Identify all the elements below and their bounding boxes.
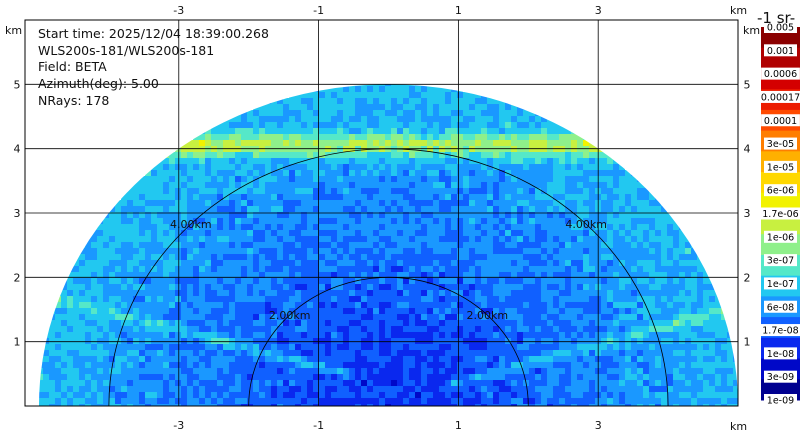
scan-data-field bbox=[38, 84, 738, 407]
y-unit-label-left: km bbox=[5, 24, 22, 37]
colorbar-label: 0.005 bbox=[767, 23, 794, 34]
plot-frame bbox=[24, 19, 739, 407]
colorbar-label-bg bbox=[764, 137, 797, 150]
x-tick-labels-bottom: -3 -1 1 3 bbox=[173, 419, 601, 432]
colorbar-label-bg bbox=[764, 277, 797, 290]
colorbar-label: 3e-09 bbox=[767, 372, 794, 383]
colorbar-label: 0.0001 bbox=[764, 116, 797, 127]
colorbar: 0.005 0.001 0.0006 0.00017 0.0001 3e-05 1e-05 6… bbox=[758, 21, 800, 407]
colorbar-label-bg bbox=[764, 230, 797, 243]
colorbar-label-bg bbox=[764, 160, 797, 173]
colorbar-label: 1e-05 bbox=[767, 162, 794, 173]
colorbar-label-bg bbox=[758, 324, 800, 337]
x-tick-labels-top: -3 -1 1 3 bbox=[173, 4, 601, 17]
colorbar-label: 6e-06 bbox=[767, 186, 794, 197]
y-tick-labels-left: 1 2 3 4 5 bbox=[14, 78, 21, 348]
colorbar-label-bg bbox=[764, 44, 797, 57]
colorbar-label: 3e-07 bbox=[767, 256, 794, 267]
colorbar-label-bg bbox=[764, 21, 797, 33]
y-unit-label-right: km bbox=[743, 24, 760, 37]
colorbar-label-bg bbox=[764, 394, 797, 406]
colorbar-label-bg bbox=[764, 254, 797, 267]
range-ring-label-left: 2.00km bbox=[269, 309, 311, 322]
header-nrays: NRays: 178 bbox=[38, 93, 110, 108]
y-tick-label-right: 1 bbox=[744, 336, 751, 349]
x-unit-label-bottom: km bbox=[730, 420, 747, 433]
x-tick-label-bottom: -3 bbox=[173, 419, 184, 432]
x-tick-label-top: -1 bbox=[313, 4, 324, 17]
range-ring-label-right: 2.00km bbox=[467, 309, 509, 322]
colorbar-label-bg bbox=[764, 184, 797, 197]
colorbar-label: 0.00017 bbox=[761, 92, 800, 103]
y-tick-label-left: 5 bbox=[14, 78, 21, 91]
y-tick-label-right: 5 bbox=[744, 78, 751, 91]
x-unit-label-top: km bbox=[730, 4, 747, 17]
y-tick-label-left: 4 bbox=[14, 143, 21, 156]
y-tick-label-left: 1 bbox=[14, 336, 21, 349]
colorbar-label: 1e-06 bbox=[767, 232, 794, 243]
x-tick-label-top: -3 bbox=[173, 4, 184, 17]
colorbar-label-bg bbox=[761, 114, 800, 127]
colorbar-label: 0.001 bbox=[767, 46, 794, 57]
y-tick-label-right: 3 bbox=[744, 207, 751, 220]
colorbar-label-bg bbox=[764, 347, 797, 360]
y-tick-label-left: 3 bbox=[14, 207, 21, 220]
range-ring-label-right: 4.00km bbox=[565, 218, 607, 231]
y-tick-label-right: 2 bbox=[744, 271, 751, 284]
header-start-time: Start time: 2025/12/04 18:39:00.268 bbox=[38, 26, 269, 41]
x-tick-label-top: 1 bbox=[455, 4, 462, 17]
colorbar-label: 1e-08 bbox=[767, 349, 794, 360]
colorbar-label: 0.0006 bbox=[764, 69, 797, 80]
colorbar-label: 3e-05 bbox=[767, 139, 794, 150]
colorbar-label-bg bbox=[758, 207, 800, 220]
colorbar-title: -1 sr- bbox=[757, 9, 796, 27]
y-tick-label-right: 4 bbox=[744, 143, 751, 156]
colorbar-label-bg bbox=[764, 370, 797, 383]
colorbar-label-bg bbox=[761, 67, 800, 80]
x-tick-label-bottom: 3 bbox=[595, 419, 602, 432]
x-tick-label-bottom: 1 bbox=[455, 419, 462, 432]
grid-lines bbox=[25, 20, 738, 406]
colorbar-label-bg bbox=[758, 90, 800, 103]
header-field: Field: BETA bbox=[38, 59, 107, 74]
colorbar-label: 6e-08 bbox=[767, 302, 794, 313]
colorbar-label: 1e-09 bbox=[767, 396, 794, 407]
x-tick-label-bottom: -1 bbox=[313, 419, 324, 432]
colorbar-label-bg bbox=[764, 300, 797, 313]
x-tick-label-top: 3 bbox=[595, 4, 602, 17]
colorbar-label: 1.7e-08 bbox=[762, 326, 798, 337]
range-ring-label-left: 4.00km bbox=[170, 218, 212, 231]
colorbar-label: 1e-07 bbox=[767, 279, 794, 290]
y-tick-labels-right: 1 2 3 4 5 bbox=[744, 78, 751, 348]
y-tick-label-left: 2 bbox=[14, 271, 21, 284]
header-instrument: WLS200s-181/WLS200s-181 bbox=[38, 43, 215, 58]
colorbar-label: 1.7e-06 bbox=[762, 209, 798, 220]
header-azimuth: Azimuth(deg): 5.00 bbox=[38, 76, 159, 91]
